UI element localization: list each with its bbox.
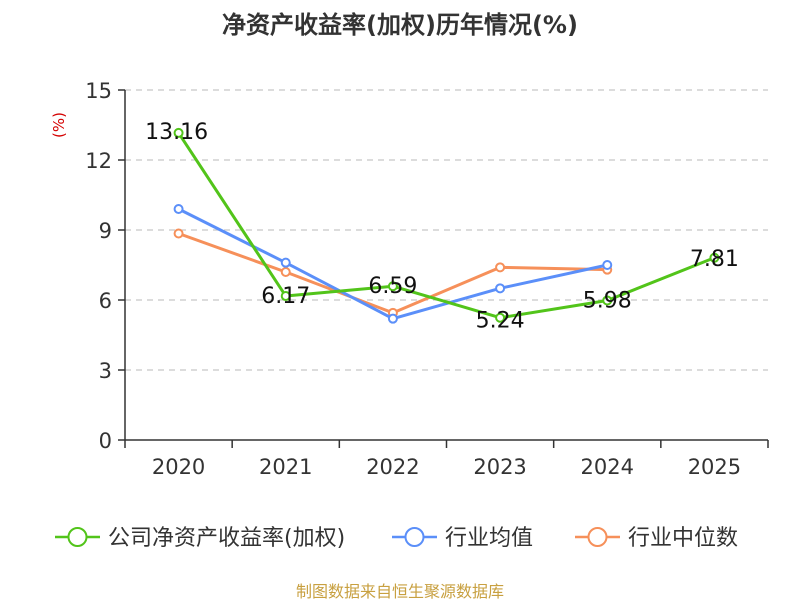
data-label: 7.81 [690, 247, 739, 272]
x-tick-label: 2022 [366, 455, 419, 479]
source-note: 制图数据来自恒生聚源数据库 [296, 582, 504, 600]
x-tick-label: 2024 [581, 455, 634, 479]
y-axis-unit-label: (%) [50, 112, 68, 138]
series-line [177, 207, 608, 321]
x-tick-label: 2021 [259, 455, 312, 479]
data-label: 6.17 [261, 284, 310, 309]
x-tick-label: 2020 [152, 455, 205, 479]
data-label: 5.98 [583, 288, 632, 313]
chart-title: 净资产收益率(加权)历年情况(%) [222, 11, 578, 39]
grid-lines [125, 89, 768, 371]
data-point [709, 252, 720, 263]
data-point [602, 260, 613, 270]
data-point [602, 295, 613, 306]
legend-marker [67, 527, 88, 547]
y-tick-label: 15 [85, 79, 112, 103]
data-labels: 13.16 6.17 6.59 5.24 5.98 7.81 [145, 120, 739, 334]
series-line [178, 232, 608, 315]
x-tick-label: 2025 [688, 455, 741, 479]
series-line [177, 132, 715, 320]
legend-marker [587, 527, 608, 547]
data-label: 6.59 [368, 274, 417, 299]
legend-marker [404, 527, 425, 547]
series-lines [173, 127, 720, 324]
data-point [280, 291, 291, 302]
data-point [173, 228, 184, 239]
data-label: 13.16 [145, 120, 208, 145]
data-label: 5.24 [476, 309, 525, 334]
axes: 0 3 6 9 12 15 2020 2021 2022 2023 2024 2025 [85, 79, 769, 479]
y-tick-label: 12 [85, 149, 112, 173]
y-tick-label: 0 [99, 429, 112, 453]
y-tick-label: 6 [99, 289, 112, 313]
x-tick-label: 2023 [473, 455, 526, 479]
data-point [495, 283, 506, 294]
data-point [280, 257, 291, 268]
legend-label: 行业均值 [445, 526, 533, 551]
legend: 公司净资产收益率(加权) 行业均值 行业中位数 [55, 526, 738, 551]
data-point [387, 281, 398, 292]
legend-label: 公司净资产收益率(加权) [108, 526, 345, 551]
data-point [280, 267, 291, 277]
y-tick-label: 9 [99, 219, 112, 243]
legend-label: 行业中位数 [628, 526, 738, 551]
data-point [495, 262, 506, 273]
data-point [495, 312, 506, 323]
data-point [387, 313, 398, 324]
y-tick-label: 3 [99, 359, 112, 383]
data-point [173, 127, 184, 138]
data-point [173, 204, 184, 214]
